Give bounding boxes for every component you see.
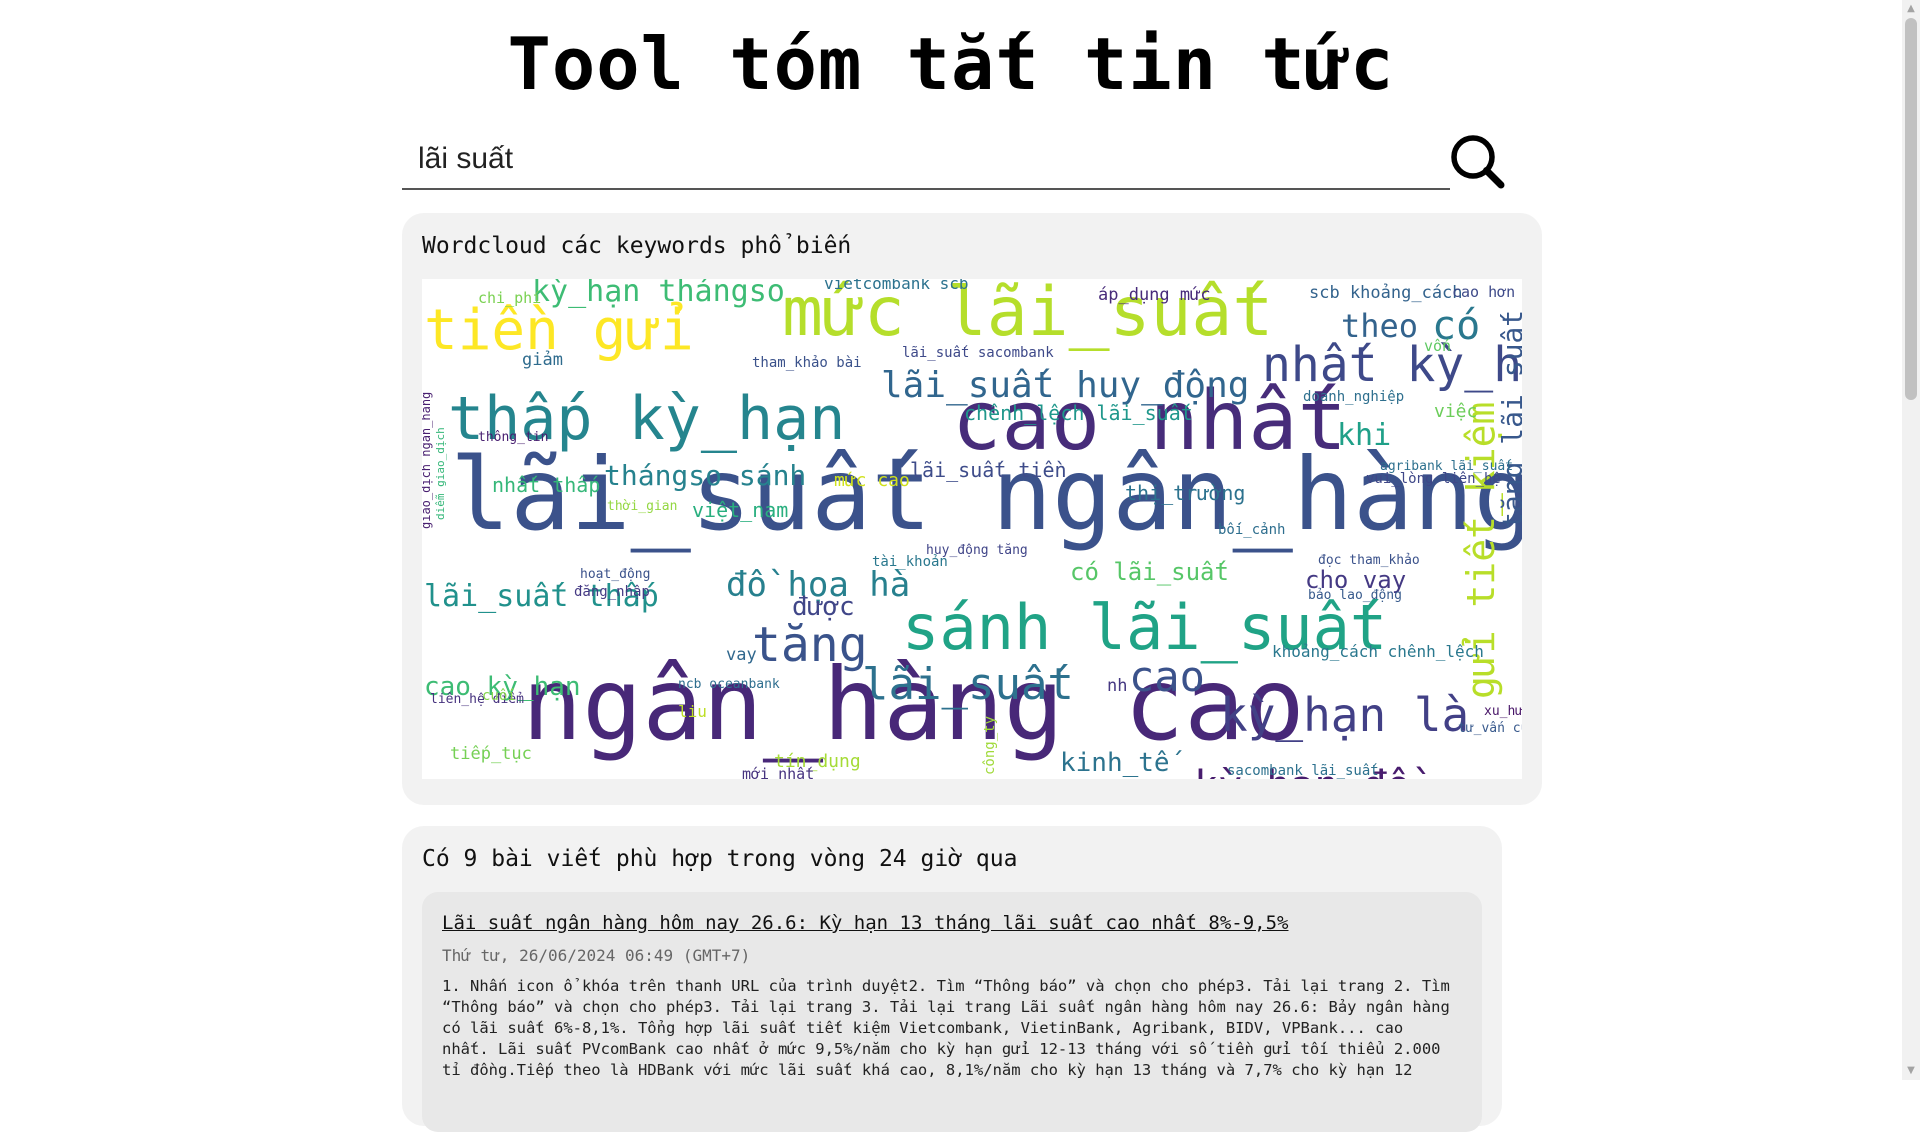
wordcloud-word: ncb oceanbank [678, 677, 780, 692]
wordcloud-word: lãi_suất tiền [910, 458, 1067, 482]
wordcloud-word: vui_lòng liên_hệ [1366, 471, 1501, 487]
wordcloud-word: mới nhất [742, 765, 814, 779]
wordcloud-word: cho vay [1305, 566, 1406, 594]
wordcloud-word: chênh_lệch lãi_suất [964, 401, 1193, 425]
scroll-up-arrow-icon[interactable]: ▲ [1907, 3, 1915, 14]
scrollbar-thumb[interactable] [1905, 18, 1917, 400]
wordcloud-word: tiếp_tục [450, 744, 532, 764]
wordcloud-word: cao nhất [952, 374, 1347, 469]
wordcloud-word: đọc tham_khảo [1318, 553, 1420, 568]
scroll-down-arrow-icon[interactable]: ▼ [1907, 1065, 1915, 1076]
wordcloud-word: thấp kỳ_hạn [448, 384, 845, 454]
wordcloud-word: diễm giao_dịch [434, 427, 447, 520]
wordcloud-word: xu_hướng [1484, 704, 1522, 719]
wordcloud-card: Wordcloud các keywords phổ biến lãi_suất… [402, 213, 1542, 805]
wordcloud-word: công_ty [982, 716, 998, 775]
wordcloud-word: sacombank lãi_suất [1227, 763, 1379, 779]
wordcloud-word: lãi_suất thấp [424, 579, 659, 614]
wordcloud-word: tăng [752, 617, 868, 673]
wordcloud-word: có lãi_suất [1070, 558, 1229, 586]
wordcloud-word: kỳ_hạn đồ [1194, 763, 1426, 779]
wordcloud-word: tăng lãi_suất [1496, 310, 1522, 529]
wordcloud-word: nh [1107, 676, 1127, 696]
page-title: Tool tóm tắt tin tức [507, 22, 1395, 106]
wordcloud-word: bảo lao_động [1308, 588, 1402, 603]
wordcloud-word: việt_nam [692, 498, 788, 522]
results-card: Có 9 bài viết phù hợp trong vòng 24 giờ … [402, 826, 1502, 1132]
wordcloud-word: tham_khảo bài [752, 355, 862, 371]
wordcloud-word: tài_khoản [872, 554, 948, 570]
wordcloud-word: gửi tiết_kiệm [1459, 402, 1504, 699]
wordcloud-word: theo [1341, 307, 1418, 345]
wordcloud-word: kinh_tế [1060, 748, 1183, 778]
wordcloud-word: lãi_suất huy_động [881, 365, 1249, 406]
wordcloud-word: huy_động tăng [926, 543, 1028, 558]
wordcloud-word: tư_vấn cu [1458, 721, 1522, 736]
article-card: Lãi suất ngân hàng hôm nay 26.6: Kỳ hạn … [422, 892, 1482, 1132]
page: Tool tóm tắt tin tức Wordcloud các keywo… [402, 22, 1542, 1132]
wordcloud-word: nhất kỳ_hạn [1262, 337, 1522, 393]
wordcloud-word: giảm [522, 350, 563, 370]
wordcloud-word: vay [726, 645, 757, 665]
wordcloud-word: liên_hệ điểm [430, 692, 524, 707]
wordcloud-word: bối_cảnh [1218, 522, 1285, 538]
article-summary: 1. Nhấn icon ổ khóa trên thanh URL của t… [442, 977, 1450, 1079]
wordcloud-word: thời_gian [607, 499, 677, 514]
search-icon [1451, 135, 1505, 189]
wordcloud-title: Wordcloud các keywords phổ biến [422, 233, 852, 259]
wordcloud-word: việc [1434, 401, 1477, 422]
article-title-link[interactable]: Lãi suất ngân hàng hôm nay 26.6: Kỳ hạn … [442, 912, 1289, 934]
wordcloud-word: thông_tin [478, 430, 548, 445]
wordcloud-word: được [792, 592, 855, 622]
wordcloud-word: sánh lãi_suất [902, 591, 1387, 664]
wordcloud-word: agribank lãi_suất [1380, 459, 1513, 474]
wordcloud-word: áp_dụng mức [1098, 285, 1211, 305]
wordcloud-word: cao kỳ_hạn [424, 672, 581, 702]
wordcloud-word: khi [1337, 418, 1391, 453]
wordcloud-word: hoạt_động [580, 567, 650, 582]
search-bar [402, 132, 1450, 190]
wordcloud-word: scb khoảng_cách [1309, 283, 1463, 303]
page-scrollbar[interactable]: ▲ ▼ [1902, 0, 1920, 1080]
wordcloud-word: tín_dụng [774, 751, 861, 772]
wordcloud-word: cao hơn [1452, 283, 1515, 301]
wordcloud-word: kỳ_hạn là [1220, 688, 1469, 742]
wordcloud-word: ngân_hàng cao [522, 646, 1305, 763]
wordcloud-word: doanh_nghiệp [1303, 389, 1404, 405]
wordcloud-word: mức lãi_suất [782, 279, 1273, 352]
wordcloud-word: liu [678, 702, 707, 721]
wordcloud-word: đồ họa hà [726, 565, 910, 605]
wordcloud-word: khoảng_cách chênh_lệch [1272, 642, 1484, 661]
wordcloud-word: cao [1129, 652, 1205, 701]
wordcloud-word: thị_trường [1125, 481, 1245, 505]
search-button[interactable] [1448, 132, 1508, 192]
wordcloud-word: lãi_suất [862, 659, 1074, 710]
wordcloud-word: tiền gửi [424, 298, 694, 363]
wordcloud-word: giao_dịch ngân_hàng [422, 392, 433, 529]
wordcloud-word: vietcombank scb [824, 279, 969, 293]
results-summary: Có 9 bài viết phù hợp trong vòng 24 giờ … [422, 846, 1018, 872]
wordcloud-word: vốn [1424, 337, 1451, 355]
wordcloud-word: lãi_suất sacombank [902, 345, 1054, 361]
wordcloud-word: có [1432, 303, 1480, 349]
search-input[interactable] [402, 132, 1448, 186]
wordcloud-word: kỳ_hạn thángso [532, 279, 785, 309]
article-date: Thứ tư, 26/06/2024 06:49 (GMT+7) [442, 946, 751, 965]
wordcloud-word: lãi_suất ngân_hàng [450, 436, 1522, 553]
wordcloud-word: thángso sánh [604, 459, 806, 492]
wordcloud-word: cuối [482, 688, 516, 704]
wordcloud-word: chi_phí [478, 289, 541, 307]
wordcloud-word: nhất thấp [492, 473, 600, 497]
wordcloud-word: đăng_nhập [574, 584, 650, 600]
wordcloud-image: lãi_suất ngân_hàng ngân_hàng cao cao nhất m… [422, 279, 1522, 779]
wordcloud-word: mức cao [834, 470, 910, 491]
